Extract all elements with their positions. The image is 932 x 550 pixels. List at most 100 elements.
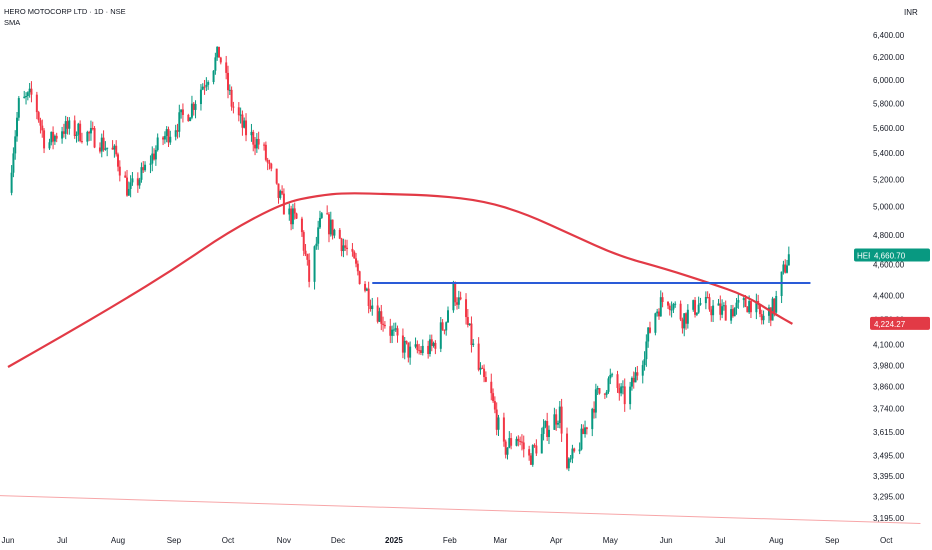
candle-body [717, 303, 720, 306]
candle-body [573, 448, 576, 452]
x-axis[interactable]: Jun Jul Aug Sep Oct Nov Dec 2025 Feb Mar Apr May Jun… [2, 536, 894, 545]
candle-body [241, 114, 244, 128]
candle [127, 181, 130, 196]
x-tick-label: Nov [277, 536, 291, 545]
candle-body [217, 46, 220, 58]
candle [376, 297, 379, 324]
candle-body [243, 120, 246, 128]
candle-body [419, 350, 422, 353]
candle [264, 141, 267, 162]
candle-body [55, 135, 58, 139]
candle [241, 110, 244, 136]
x-tick-label: Feb [443, 536, 457, 545]
candle [326, 205, 329, 215]
candle [181, 103, 184, 123]
candle [409, 341, 412, 365]
y-tick-label: 5,800.00 [873, 99, 905, 108]
candle-body [598, 388, 601, 394]
candle [623, 378, 626, 412]
candle [558, 400, 561, 429]
candle [154, 145, 157, 166]
candle-body [203, 86, 206, 88]
candle-body [250, 131, 253, 136]
candle [535, 439, 538, 457]
candle-body [468, 323, 471, 326]
candle [245, 113, 248, 142]
candle-body [428, 339, 431, 354]
candle [746, 306, 749, 313]
candle-body [225, 62, 228, 73]
candle [566, 427, 569, 470]
candle-body [452, 283, 455, 311]
candle-body [520, 441, 523, 443]
candle [490, 373, 493, 401]
candle [775, 290, 778, 317]
candle-body [308, 259, 311, 282]
candle-body [10, 172, 13, 193]
candle-body [484, 377, 487, 382]
candle-body [117, 154, 119, 167]
candle-body [421, 345, 424, 353]
candle-body [355, 258, 358, 264]
candle-body [506, 447, 509, 455]
candle [41, 119, 44, 138]
candle [567, 457, 570, 472]
candle [636, 365, 639, 381]
candle-body [767, 307, 770, 316]
candle [167, 126, 170, 148]
candle [98, 142, 101, 154]
candle-body [620, 386, 623, 394]
candle-body [93, 128, 96, 148]
candle-body [39, 120, 42, 126]
candle-body [704, 296, 707, 304]
candle-body [591, 408, 594, 430]
candle-body [216, 46, 219, 58]
candle-body [540, 433, 543, 454]
candle [457, 290, 460, 309]
candle [629, 381, 632, 410]
candle-body [230, 89, 233, 107]
candle [26, 91, 29, 101]
candle [749, 300, 752, 319]
candle [88, 130, 91, 142]
candle [767, 304, 770, 323]
candle [419, 346, 422, 356]
candle [594, 383, 597, 419]
candle [356, 260, 359, 276]
candle [306, 253, 309, 266]
candle-body [749, 301, 752, 313]
candle [456, 297, 459, 310]
candle-body [679, 303, 682, 320]
candle-body [194, 104, 197, 110]
candle-body [724, 305, 727, 321]
candle-body [584, 427, 587, 435]
candle-body [533, 445, 536, 447]
x-tick-label: Dec [331, 536, 345, 545]
candle-body [472, 343, 475, 346]
candle [439, 317, 442, 353]
candle [230, 86, 233, 111]
candle [79, 120, 82, 143]
candle [73, 115, 76, 139]
candle-body [131, 178, 134, 183]
candle [288, 203, 291, 221]
candle [378, 307, 381, 323]
y-axis[interactable]: 6,400.00 6,200.00 6,000.00 5,800.00 5,600.00… [873, 31, 905, 523]
candle [367, 281, 370, 314]
candle [786, 259, 789, 274]
candle-body [189, 117, 192, 122]
candle [641, 360, 644, 384]
candle [277, 183, 280, 204]
candle-body [376, 305, 379, 322]
indicator-label[interactable]: SMA [4, 18, 21, 27]
candle [470, 316, 473, 353]
candle-body [578, 449, 581, 452]
candle [250, 123, 253, 142]
candle [719, 295, 722, 321]
candle-body [465, 299, 468, 318]
candle [104, 141, 107, 151]
candle-body [535, 445, 538, 454]
candle-body [721, 306, 724, 315]
